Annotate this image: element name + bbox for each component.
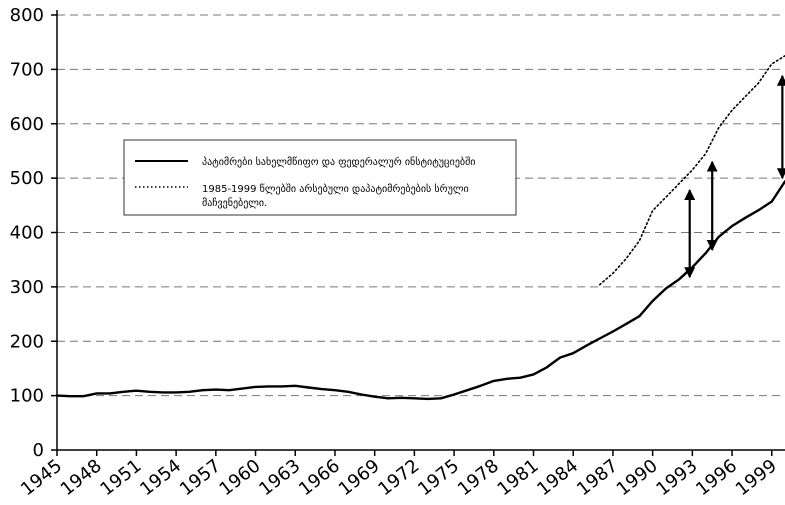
legend: პატიმრები სახელმწიფო და ფედერალურ ინსტიტ… xyxy=(123,139,517,216)
legend-label-dotted-line2: მაჩვენებელი. xyxy=(202,197,267,209)
series-group xyxy=(55,54,785,401)
x-tick-label-1945: 1945 xyxy=(17,455,66,500)
y-tick-label-300: 300 xyxy=(10,277,44,298)
legend-box xyxy=(123,139,517,216)
y-tick-label-100: 100 xyxy=(10,386,44,407)
y-tick-label-700: 700 xyxy=(10,59,44,80)
x-tick-label-1984: 1984 xyxy=(533,455,582,500)
y-tick-label-400: 400 xyxy=(10,223,44,244)
x-tick-label-1948: 1948 xyxy=(57,455,106,500)
x-tick-label-1993: 1993 xyxy=(652,455,701,500)
x-tick-label-1960: 1960 xyxy=(216,455,265,500)
annotations xyxy=(684,74,785,279)
x-tick-label-1978: 1978 xyxy=(454,455,503,500)
x-tick-label-1972: 1972 xyxy=(374,455,423,500)
x-tick-label-1999: 1999 xyxy=(732,455,781,500)
y-tick-label-0: 0 xyxy=(33,440,44,461)
x-tick-label-1981: 1981 xyxy=(494,455,543,500)
legend-label-solid: პატიმრები სახელმწიფო და ფედერალურ ინსტიტ… xyxy=(202,156,475,168)
legend-label-dotted-line1: 1985-1999 წლებში არსებული დაპატიმრებების… xyxy=(202,183,469,195)
series-line-prisoners xyxy=(55,180,785,401)
y-tick-label-600: 600 xyxy=(10,114,44,135)
axes: 0100200300400500600700800194519481951195… xyxy=(10,5,785,500)
x-tick-label-1963: 1963 xyxy=(255,455,304,500)
x-tick-label-1954: 1954 xyxy=(136,455,185,500)
x-tick-label-1975: 1975 xyxy=(414,455,463,500)
x-tick-label-1996: 1996 xyxy=(692,455,741,500)
y-tick-label-800: 800 xyxy=(10,5,44,26)
x-tick-label-1951: 1951 xyxy=(96,455,145,500)
y-tick-label-200: 200 xyxy=(10,331,44,352)
x-tick-label-1969: 1969 xyxy=(335,455,384,500)
x-tick-label-1990: 1990 xyxy=(613,455,662,500)
x-tick-label-1987: 1987 xyxy=(573,455,622,500)
y-tick-label-500: 500 xyxy=(10,168,44,189)
series-line-total-arrests xyxy=(598,54,785,286)
x-tick-label-1957: 1957 xyxy=(176,455,225,500)
x-tick-label-1966: 1966 xyxy=(295,455,344,500)
